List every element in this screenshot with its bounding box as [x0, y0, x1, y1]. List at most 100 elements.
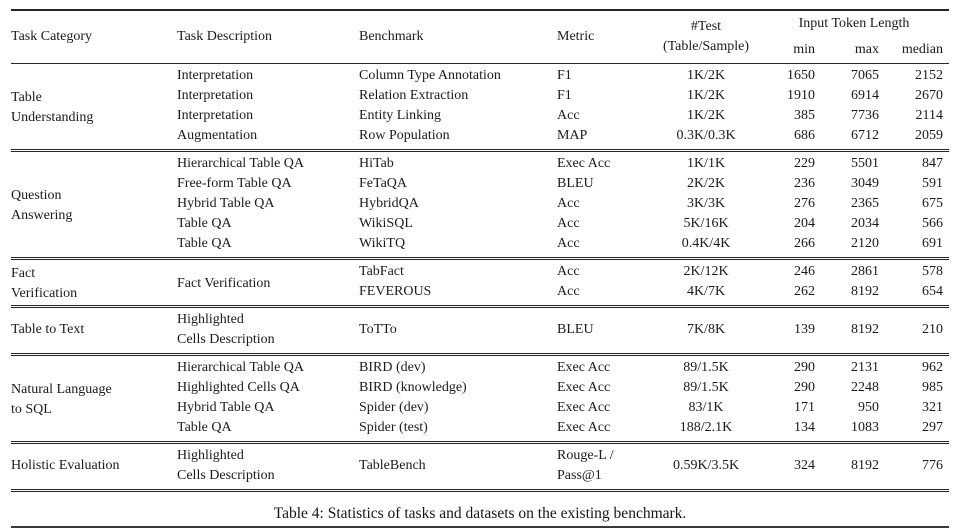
task-category-section: Natural Language to SQL Hierarchical Tabl… [11, 354, 950, 443]
cell-min: 262 [794, 284, 815, 299]
task-category-section: Fact Verification Fact Verification TabFac… [11, 258, 950, 307]
cell-task-description: Hierarchical Table QA [177, 156, 305, 171]
cell-benchmark: Column Type Annotation [359, 68, 501, 83]
cell-max: 2861 [851, 264, 879, 279]
cell-min: 171 [794, 400, 815, 415]
cell-max: 7065 [851, 68, 879, 83]
cell-metric: F1 [557, 88, 572, 103]
cell-median: 210 [922, 322, 944, 337]
col-header-test-count: #Test (Table/Sample) [647, 10, 765, 64]
cell-test-count: 4K/7K [686, 284, 726, 299]
header-row-2: min max median [11, 37, 949, 64]
cell-test-count: 0.4K/4K [681, 236, 731, 251]
cell-max: 3049 [851, 176, 879, 191]
cell-median: 2152 [915, 68, 944, 83]
cell-median: 962 [922, 360, 944, 375]
cell-task-category: Fact Verification [11, 265, 78, 301]
cell-metric: Exec Acc [557, 380, 611, 395]
task-category-section: Table Understanding Interpretation Column … [11, 64, 949, 151]
cell-task-category: Holistic Evaluation [11, 458, 120, 473]
col-header-max: max [854, 42, 879, 57]
cell-max: 6914 [851, 88, 879, 103]
test-count-header-line1: #Test [690, 19, 722, 34]
cell-min: 324 [794, 458, 815, 473]
table-row: Highlighted Cells QA BIRD (knowledge) Exec… [11, 378, 949, 398]
cell-median: 591 [922, 176, 944, 191]
cell-test-count: 1K/1K [686, 156, 726, 171]
table-row: Table QA WikiSQL Acc 5K/16K 204 2034 566 [11, 214, 949, 234]
cell-median: 985 [922, 380, 944, 395]
cell-max: 950 [858, 400, 879, 415]
cell-metric: BLEU [557, 176, 594, 191]
cell-benchmark: Row Population [359, 128, 450, 143]
cell-min: 290 [794, 360, 815, 375]
cell-min: 1650 [787, 68, 815, 83]
cell-benchmark: WikiTQ [359, 236, 406, 251]
cell-benchmark: FeTaQA [359, 176, 408, 191]
cell-median: 2059 [915, 128, 944, 143]
cell-max: 2365 [851, 196, 879, 211]
table-row: Question Answering Hierarchical Table QA H… [11, 151, 949, 223]
table-header: Task Category Task Description Benchmark… [11, 10, 950, 64]
cell-min: 686 [794, 128, 815, 143]
table-row: Hybrid Table QA Spider (dev) Exec Acc 83/1K… [11, 398, 949, 418]
table-row: Augmentation Row Population MAP 0.3K/0.3K 68… [11, 126, 949, 151]
cell-median: 578 [922, 264, 944, 279]
cell-min: 385 [794, 108, 815, 123]
cell-task-description: Table QA [177, 420, 232, 435]
next-element-top-rule [11, 526, 949, 528]
cell-test-count: 1K/2K [686, 88, 726, 103]
cell-test-count: 2K/12K [683, 264, 729, 279]
cell-min: 204 [794, 216, 815, 231]
cell-metric: Rouge-L / Pass@1 [557, 448, 614, 483]
cell-benchmark: Spider (test) [359, 420, 428, 435]
cell-median: 2114 [915, 108, 944, 123]
cell-max: 8192 [851, 322, 879, 337]
cell-test-count: 0.3K/0.3K [676, 128, 736, 143]
cell-min: 276 [794, 196, 815, 211]
cell-max: 2248 [851, 380, 879, 395]
cell-task-description: Interpretation [177, 88, 254, 103]
cell-min: 229 [794, 156, 815, 171]
cell-task-description: Hybrid Table QA [177, 196, 275, 211]
test-count-header-line2: (Table/Sample) [662, 39, 750, 54]
cell-benchmark: Spider (dev) [359, 400, 429, 415]
cell-median: 297 [922, 420, 944, 435]
cell-benchmark: BIRD (dev) [359, 360, 426, 375]
col-header-min: min [793, 42, 815, 57]
cell-metric: Acc [557, 284, 580, 299]
table-row: Fact Verification Fact Verification TabFac… [11, 259, 949, 301]
cell-metric: MAP [557, 128, 588, 143]
cell-task-description: Augmentation [177, 128, 258, 143]
cell-test-count: 5K/16K [683, 216, 729, 231]
header-row-1: Task Category Task Description Benchmark… [11, 10, 949, 54]
cell-benchmark: WikiSQL [359, 216, 413, 231]
cell-max: 8192 [851, 458, 879, 473]
cell-task-description: Table QA [177, 236, 232, 251]
cell-benchmark: TabFact [359, 264, 404, 279]
col-header-input-token-length: Input Token Length [798, 16, 910, 31]
cell-min: 246 [794, 264, 815, 279]
cell-benchmark: FEVEROUS [359, 284, 432, 299]
cell-task-description: Table QA [177, 216, 232, 231]
cell-benchmark: HiTab [359, 156, 394, 171]
cell-task-description: Hybrid Table QA [177, 400, 275, 415]
cell-max: 2120 [851, 236, 879, 251]
cell-max: 2034 [851, 216, 879, 231]
table-row: Table Understanding Interpretation Column … [11, 64, 949, 125]
cell-task-category: Question Answering [11, 187, 73, 223]
cell-task-category: Table Understanding [11, 89, 94, 125]
task-category-section: Holistic Evaluation Highlighted Cells Des… [11, 442, 950, 491]
cell-test-count: 0.59K/3.5K [672, 458, 740, 473]
cell-task-description: Interpretation [177, 68, 254, 83]
cell-min: 139 [794, 322, 815, 337]
cell-max: 1083 [851, 420, 879, 435]
cell-min: 1910 [787, 88, 815, 103]
cell-max: 2131 [851, 360, 879, 375]
cell-metric: Acc [557, 196, 580, 211]
cell-benchmark: BIRD (knowledge) [359, 380, 467, 395]
cell-test-count: 3K/3K [686, 196, 726, 211]
cell-test-count: 1K/2K [686, 108, 726, 123]
cell-task-description: Free-form Table QA [177, 176, 292, 191]
table-row: Table QA Spider (test) Exec Acc 188/2.1K 134… [11, 418, 949, 443]
